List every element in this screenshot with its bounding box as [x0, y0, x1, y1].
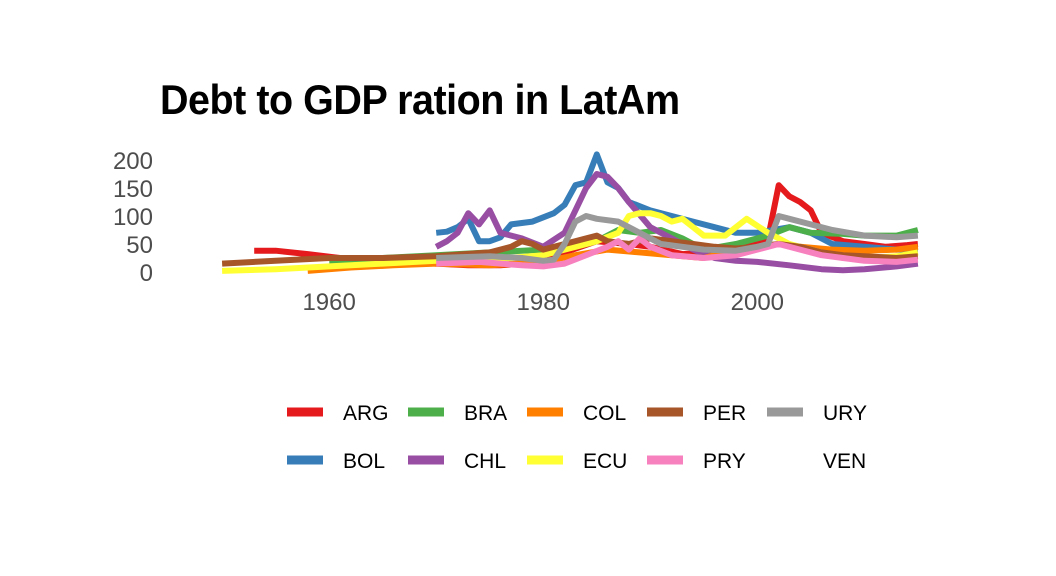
- series-layer: [221, 151, 919, 274]
- chart-title: Debt to GDP ration in LatAm: [160, 76, 680, 123]
- legend-label: PER: [703, 402, 746, 425]
- x-tick-label: 1980: [517, 289, 570, 316]
- series-line-chl: [434, 171, 919, 274]
- legend-item-per: PER: [647, 402, 746, 425]
- legend-label: URY: [823, 402, 867, 425]
- legend-item-ecu: ECU: [527, 450, 627, 473]
- legend-label: CHL: [464, 450, 506, 473]
- legend-item-arg: ARG: [287, 402, 389, 425]
- legend-item-col: COL: [527, 402, 626, 425]
- legend-item-pry: PRY: [647, 450, 746, 473]
- y-tick-label: 100: [113, 204, 153, 231]
- y-tick-label: 0: [140, 260, 153, 287]
- legend-item-chl: CHL: [408, 450, 506, 473]
- x-tick-label: 1960: [302, 289, 355, 316]
- series-line-ury: [436, 213, 919, 264]
- series-line-pry: [436, 235, 919, 270]
- legend-item-ven: VEN: [767, 450, 866, 473]
- legend-label: PRY: [703, 450, 746, 473]
- legend-label: VEN: [823, 450, 866, 473]
- y-tick-label: 50: [126, 232, 153, 259]
- x-tick-label: 2000: [731, 289, 784, 316]
- legend-label: COL: [583, 402, 626, 425]
- legend-label: BRA: [464, 402, 507, 425]
- legend-label: ARG: [343, 402, 389, 425]
- legend-item-ury: URY: [767, 402, 867, 425]
- legend-item-bol: BOL: [287, 450, 385, 473]
- legend-label: BOL: [343, 450, 385, 473]
- legend: ARG BOL BRA CHL COL ECU PER PRY URY VEN: [287, 402, 867, 473]
- y-tick-label: 200: [113, 148, 153, 175]
- x-axis-tick-labels: 1960 1980 2000: [302, 289, 784, 316]
- legend-label: ECU: [583, 450, 627, 473]
- legend-item-bra: BRA: [408, 402, 507, 425]
- y-tick-label: 150: [113, 176, 153, 203]
